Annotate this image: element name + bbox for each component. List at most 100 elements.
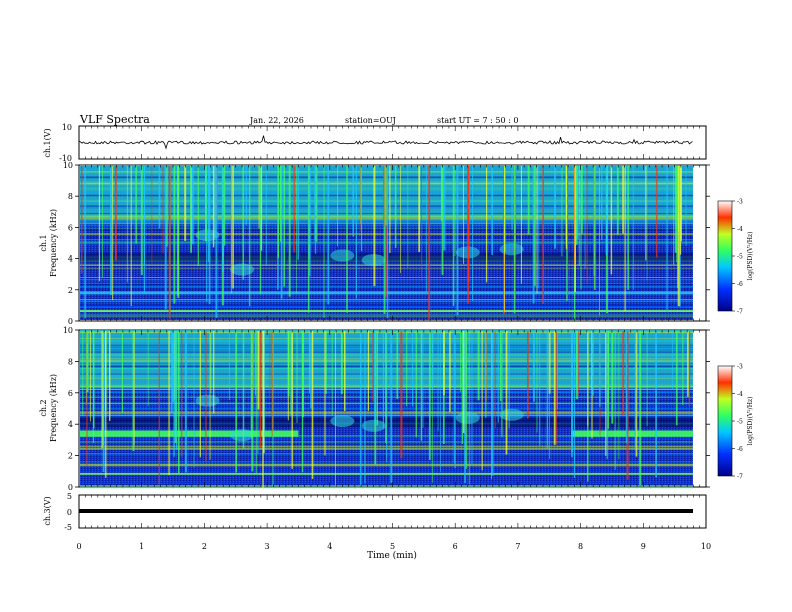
sferic (454, 166, 456, 256)
sferic (685, 166, 687, 247)
sferic (162, 166, 164, 254)
sferic (624, 166, 626, 311)
sferic (288, 166, 291, 297)
sferic (323, 166, 325, 318)
sferic (242, 331, 245, 449)
sferic (672, 331, 673, 389)
sferic (364, 331, 366, 484)
sferic (264, 331, 265, 452)
xtick-label: 0 (76, 542, 81, 551)
sferic (573, 331, 575, 478)
ch1-spectrogram-image (80, 165, 705, 321)
sferic (443, 331, 445, 396)
sferic (173, 166, 176, 304)
xtick-label: 7 (515, 542, 520, 551)
sferic (308, 166, 311, 259)
sferic (625, 331, 628, 444)
sferic (677, 166, 680, 307)
colorbar-tick-label: -6 (737, 446, 743, 453)
sferic (164, 166, 167, 310)
sferic (121, 331, 123, 414)
colorbar-tick-label: -3 (737, 199, 743, 206)
sferic (340, 331, 343, 395)
sferic (532, 166, 535, 304)
time-axis-label: Time (min) (367, 550, 417, 561)
sferic (646, 166, 648, 281)
xtick-label: 2 (202, 542, 207, 551)
sferic (383, 166, 386, 315)
ch1-ytick-bottom: -10 (59, 154, 72, 163)
sferic (259, 166, 262, 295)
ch1-spectrogram-ylabel-b: Frequency (kHz) (49, 209, 58, 277)
sferic (607, 331, 610, 429)
sferic (580, 166, 582, 290)
ch1-waveform-panel: 10 -10 ch.1(V) (43, 123, 707, 163)
sferic (611, 331, 614, 424)
colorbar-tick-label: -4 (737, 391, 743, 398)
sferic (325, 331, 327, 394)
ytick-label: 0 (68, 317, 73, 326)
sferic (407, 166, 409, 268)
sferic (90, 331, 91, 422)
colorbar-tick-label: -5 (737, 419, 743, 426)
sferic (296, 331, 298, 423)
sferic (327, 166, 330, 305)
sferic (114, 166, 117, 261)
sferic (465, 331, 467, 395)
low-band (80, 472, 693, 475)
sferic (105, 331, 107, 478)
ytick-label: 4 (68, 255, 73, 264)
sferic (554, 166, 556, 249)
sferic (622, 331, 625, 416)
sferic (581, 166, 583, 234)
ch1-spectrogram-ylabel-a: ch.1 (39, 234, 48, 251)
colorbar-tick-label: -5 (737, 254, 743, 261)
xtick-label: 10 (701, 542, 711, 551)
sferic (443, 166, 446, 251)
sferic (464, 331, 466, 483)
sferic (565, 166, 567, 249)
sferic (420, 331, 423, 441)
ytick-label: 8 (68, 192, 73, 201)
sferic (255, 331, 256, 396)
sferic (176, 331, 178, 450)
sferic (242, 166, 244, 280)
sferic (468, 331, 470, 485)
sferic (291, 331, 293, 469)
sferic (461, 331, 463, 444)
ytick-label: 8 (68, 357, 73, 366)
sferic (400, 166, 401, 273)
sferic (656, 166, 658, 258)
sferic (280, 166, 283, 299)
hiss-patch (455, 411, 480, 424)
sferic (635, 331, 638, 457)
sferic (193, 331, 195, 468)
sferic (81, 166, 83, 274)
sferic (177, 166, 180, 298)
sferic (372, 331, 374, 402)
sferic (178, 331, 180, 474)
sferic (301, 331, 304, 473)
sferic (310, 331, 312, 409)
header-date: Jan. 22, 2026 (249, 116, 304, 125)
ch2-colorbar-label: log(PSD)(V²/Hz) (747, 397, 754, 446)
sferic (561, 166, 563, 257)
ch2-spectrogram-ylabel-a: ch.2 (39, 399, 48, 416)
spectral-line (80, 486, 693, 489)
hiss-patch (499, 408, 524, 421)
sferic (373, 166, 376, 287)
sferic (269, 331, 271, 398)
sferic (280, 166, 282, 242)
sferic (513, 166, 516, 314)
sferic (84, 166, 86, 319)
sferic (314, 166, 317, 241)
hiss-patch (499, 243, 524, 256)
sferic (174, 331, 177, 443)
sferic (618, 331, 620, 460)
sferic (688, 331, 691, 407)
sferic (135, 166, 137, 244)
sferic (126, 166, 128, 283)
sferic (682, 331, 684, 405)
hiss-patch (330, 415, 355, 428)
